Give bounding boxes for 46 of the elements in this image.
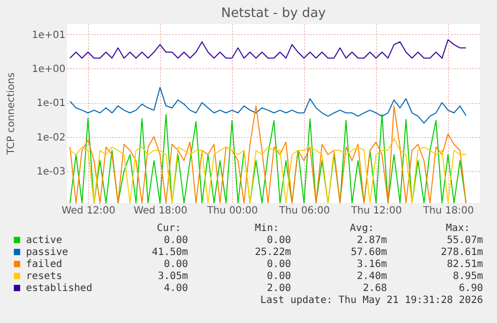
x-tick-label: Thu 12:00 bbox=[350, 206, 402, 216]
text: 57.60m bbox=[350, 247, 387, 258]
line-series bbox=[70, 138, 466, 204]
y-axis-title: TCP connections bbox=[6, 72, 17, 156]
text: 278.61m bbox=[440, 247, 483, 258]
text: 8.95m bbox=[452, 271, 483, 282]
y-tick-label: 1e+00 bbox=[32, 64, 66, 75]
x-tick-label: Thu 06:00 bbox=[278, 206, 330, 216]
text: 3.05m bbox=[158, 271, 188, 282]
chart-title: Netstat - by day bbox=[221, 6, 326, 21]
legend-label: resets bbox=[26, 271, 62, 282]
text: Cur: bbox=[156, 223, 181, 234]
text: Max: bbox=[446, 223, 470, 234]
text: 82.51m bbox=[446, 259, 483, 270]
text: 6.90 bbox=[458, 283, 483, 294]
text: 3.16m bbox=[356, 259, 387, 270]
text: Min: bbox=[254, 223, 279, 234]
line-series bbox=[70, 39, 466, 59]
text: 41.50m bbox=[152, 247, 188, 258]
text: 0.00 bbox=[266, 235, 291, 246]
x-tick-label: Wed 12:00 bbox=[62, 206, 116, 216]
text: 2.87m bbox=[356, 235, 387, 246]
y-tick-label: 1e-01 bbox=[36, 98, 66, 110]
x-tick-label: Thu 00:00 bbox=[206, 206, 258, 216]
y-tick-label: 1e-03 bbox=[36, 166, 66, 178]
legend-label: failed bbox=[26, 259, 62, 270]
x-tick-label: Wed 18:00 bbox=[134, 206, 188, 216]
text: Avg: bbox=[350, 223, 374, 234]
y-tick-label: 1e-02 bbox=[36, 132, 66, 144]
text: 55.07m bbox=[446, 235, 483, 246]
text: 25.22m bbox=[254, 247, 291, 258]
legend-label: active bbox=[26, 235, 62, 246]
text: Last update: Thu May 21 19:31:28 2026 bbox=[260, 295, 483, 306]
text: 2.00 bbox=[266, 283, 291, 294]
line-series bbox=[70, 86, 466, 124]
text: 0.00 bbox=[164, 235, 188, 246]
text: 0.00 bbox=[266, 271, 291, 282]
text: 2.40m bbox=[356, 271, 387, 282]
text: 2.68 bbox=[362, 283, 387, 294]
legend-label: passive bbox=[26, 247, 68, 258]
y-tick-label: 1e+01 bbox=[32, 30, 66, 41]
legend-label: established bbox=[26, 283, 92, 294]
x-tick-label: Thu 18:00 bbox=[422, 206, 474, 216]
text: 4.00 bbox=[164, 283, 188, 294]
text: 0.00 bbox=[266, 259, 291, 270]
text: 0.00 bbox=[164, 259, 188, 270]
